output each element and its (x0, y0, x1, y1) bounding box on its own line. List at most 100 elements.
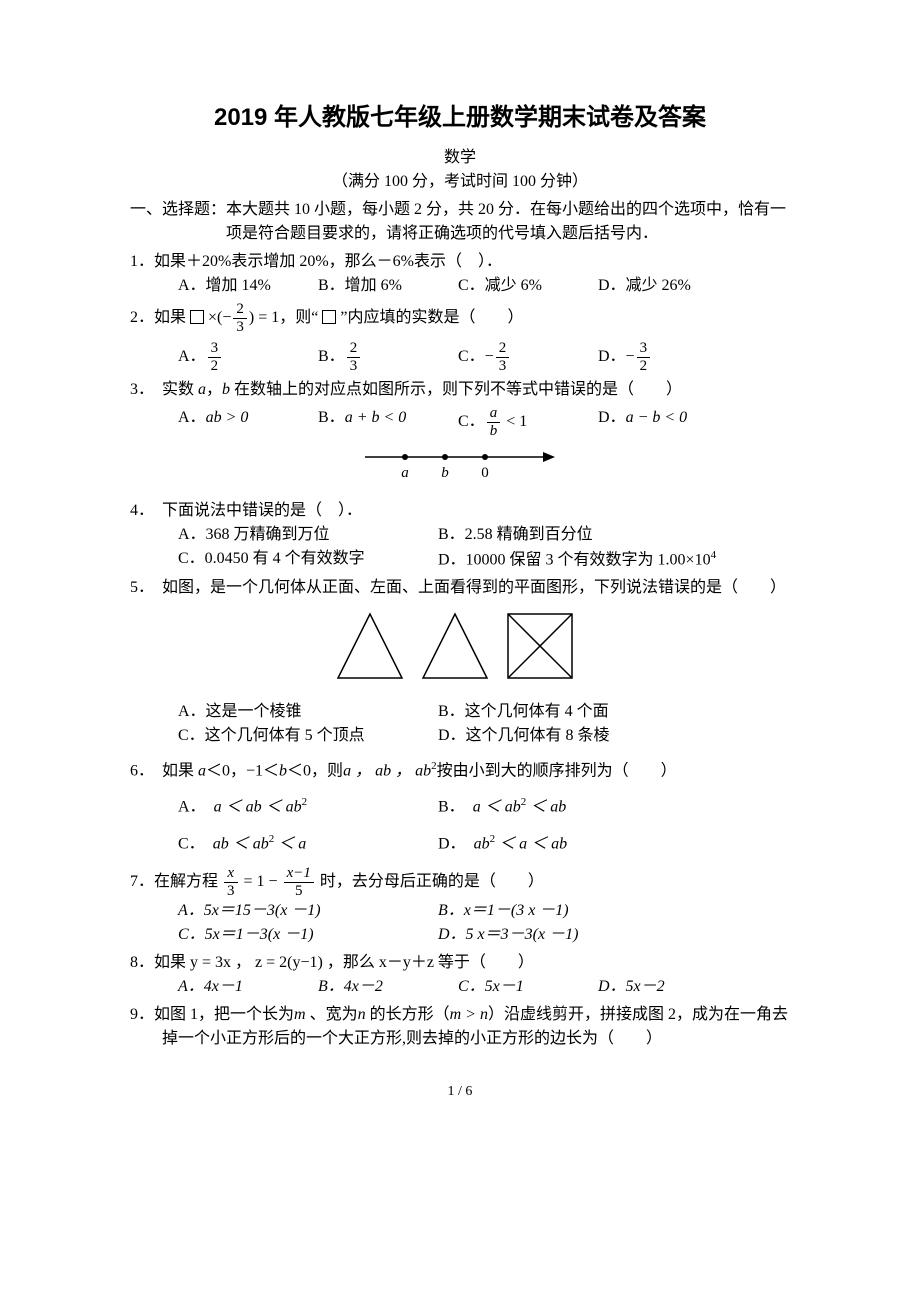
n: n (358, 1006, 366, 1023)
l: B． (438, 798, 473, 815)
m: m (294, 1006, 306, 1023)
frac-den: 3 (233, 318, 247, 335)
q7-options: A．5x＝15－3(x －1) B．x＝1－(3 x －1) C．5x＝1－3(… (130, 899, 790, 947)
q8-opt-b: B．4x－2 (318, 975, 438, 999)
number-line-figure: a b 0 (130, 445, 790, 493)
frac-2-3: 23 (233, 302, 247, 335)
n: 3 (208, 341, 222, 357)
axis-a: a (401, 465, 409, 481)
three-views-figure (130, 606, 790, 694)
question-8: 8．如果 y = 3x ， z = 2(y−1) ，那么 x－y＋z 等于（ ）… (130, 951, 790, 999)
p: 6． 如果 (130, 763, 198, 780)
q4-options: A．368 万精确到万位 B．2.58 精确到百分位 C．0.0450 有 4 … (130, 523, 790, 572)
q7-opt-a: A．5x＝15－3(x －1) (178, 899, 438, 923)
e: a + b < 0 (345, 409, 407, 426)
po: 时，去分母后正确的是（ ） (320, 873, 544, 890)
p: 9．如图 1，把一个长为 (130, 1006, 294, 1023)
d: 5 (284, 882, 314, 899)
e: a ＜ ab ＜ ab (214, 798, 302, 815)
d: 3 (496, 357, 510, 374)
frac-3-2: 32 (208, 341, 222, 374)
exam-info: （满分 100 分，考试时间 100 分钟） (130, 170, 790, 194)
question-6: 6． 如果 a＜0，−1＜b＜0，则a ， ab ， ab2按由小到大的顺序排列… (130, 758, 790, 856)
q2d-label: D．− (598, 348, 635, 365)
question-7: 7．在解方程 x3 = 1 − x−15 时，去分母后正确的是（ ） A．5x＝… (130, 866, 790, 947)
q2-opt-d: D．−32 (598, 341, 718, 374)
s: 2 (302, 796, 308, 808)
po: 按由小到大的顺序排列为（ ） (437, 763, 677, 780)
views-svg (330, 606, 590, 686)
q5-options: A．这是一个棱锥 B．这个几何体有 4 个面 C．这个几何体有 5 个顶点 D．… (130, 700, 790, 748)
n: 2 (347, 341, 361, 357)
q2a-label: A． (178, 348, 206, 365)
question-5: 5． 如图，是一个几何体从正面、左面、上面看得到的平面图形，下列说法错误的是（ … (130, 576, 790, 748)
q3-post: 在数轴上的对应点如图所示，则下列不等式中错误的是（ ） (230, 381, 682, 398)
c: m > n (450, 1006, 488, 1023)
box-icon (322, 310, 336, 324)
q6-opt-b: B． a ＜ ab2 ＜ ab (438, 794, 698, 819)
comma: ， (206, 381, 222, 398)
n: a (487, 406, 501, 422)
question-4: 4． 下面说法中错误的是（ ）． A．368 万精确到万位 B．2.58 精确到… (130, 499, 790, 572)
subject-line: 数学 (130, 146, 790, 170)
var-b: b (222, 381, 230, 398)
l: A． (178, 798, 214, 815)
l: D． (438, 835, 474, 852)
q1-opt-c: C．减少 6% (458, 274, 578, 298)
q8-opt-a: A．4x－1 (178, 975, 298, 999)
s: 8．如果 y = 3x ， z = 2(y−1) ，那么 x－y＋z 等于（ ） (130, 954, 534, 971)
q3-pre: 3． 实数 (130, 381, 198, 398)
q1-opt-b: B．增加 6% (318, 274, 438, 298)
q2-stem-post: ”内应填的实数是（ ） (340, 309, 523, 326)
var-a: a (198, 381, 206, 398)
n: x (224, 866, 238, 882)
q3-opt-b: B．a + b < 0 (318, 406, 438, 439)
question-9: 9．如图 1，把一个长为m 、宽为n 的长方形（m > n）沿虚线剪开，拼接成图… (130, 1003, 790, 1051)
frac-2-3: 23 (496, 341, 510, 374)
page-footer: 1 / 6 (130, 1081, 790, 1102)
p: ＜ ab (526, 798, 566, 815)
d: 2 (208, 357, 222, 374)
q4-opt-d: D．10000 保留 3 个有效数字为 1.00×104 (438, 547, 716, 572)
q6-options: A． a ＜ ab ＜ ab2 B． a ＜ ab2 ＜ ab C． ab ＜ … (130, 794, 790, 857)
q8-opt-c: C．5x－1 (458, 975, 578, 999)
q3-opt-c: C．ab < 1 (458, 406, 578, 439)
q2-stem-pre: 2．如果 (130, 309, 186, 326)
q1-stem: 1．如果＋20%表示增加 20%，那么－6%表示（ ）． (130, 250, 790, 274)
e: ab (474, 835, 490, 852)
q5-opt-c: C．这个几何体有 5 个顶点 (178, 724, 438, 748)
frac-a-b: ab (487, 406, 501, 439)
q2-options: A．32 B．23 C．−23 D．−32 (130, 341, 790, 374)
number-line-svg: a b 0 (360, 445, 560, 485)
e: a − b < 0 (626, 409, 688, 426)
q2-opt-b: B．23 (318, 341, 438, 374)
q7-opt-c: C．5x＝1－3(x －1) (178, 923, 438, 947)
frac-x-3: x3 (224, 866, 238, 899)
q2-stem-mid: ×(− (208, 309, 231, 326)
q3-opt-d: D．a − b < 0 (598, 406, 718, 439)
q2c-label: C．− (458, 348, 494, 365)
m1: 、宽为 (306, 1006, 358, 1023)
question-3: 3． 实数 a，b 在数轴上的对应点如图所示，则下列不等式中错误的是（ ） A．… (130, 378, 790, 493)
l: C． (178, 835, 213, 852)
frac-num: 2 (233, 302, 247, 318)
q1-opt-d: D．减少 26% (598, 274, 718, 298)
page-title: 2019 年人教版七年级上册数学期末试卷及答案 (130, 100, 790, 136)
q4-opt-c: C．0.0450 有 4 个有效数字 (178, 547, 438, 572)
p: 7．在解方程 (130, 873, 218, 890)
q3-options: A．ab > 0 B．a + b < 0 C．ab < 1 D．a − b < … (130, 406, 790, 439)
q5-opt-d: D．这个几何体有 8 条棱 (438, 724, 698, 748)
n: x−1 (284, 866, 314, 882)
m1: ＜0，−1＜ (206, 763, 279, 780)
frac-3-2: 32 (637, 341, 651, 374)
frac-2-3: 23 (347, 341, 361, 374)
sup: 4 (711, 549, 717, 561)
l: D． (598, 409, 626, 426)
question-1: 1．如果＋20%表示增加 20%，那么－6%表示（ ）． A．增加 14% B．… (130, 250, 790, 298)
q1-options: A．增加 14% B．增加 6% C．减少 6% D．减少 26% (130, 274, 790, 298)
e: ab > 0 (206, 409, 249, 426)
q1-opt-a: A．增加 14% (178, 274, 298, 298)
p: < 1 (502, 413, 527, 430)
axis-b: b (441, 465, 449, 481)
axis-0: 0 (481, 465, 489, 481)
